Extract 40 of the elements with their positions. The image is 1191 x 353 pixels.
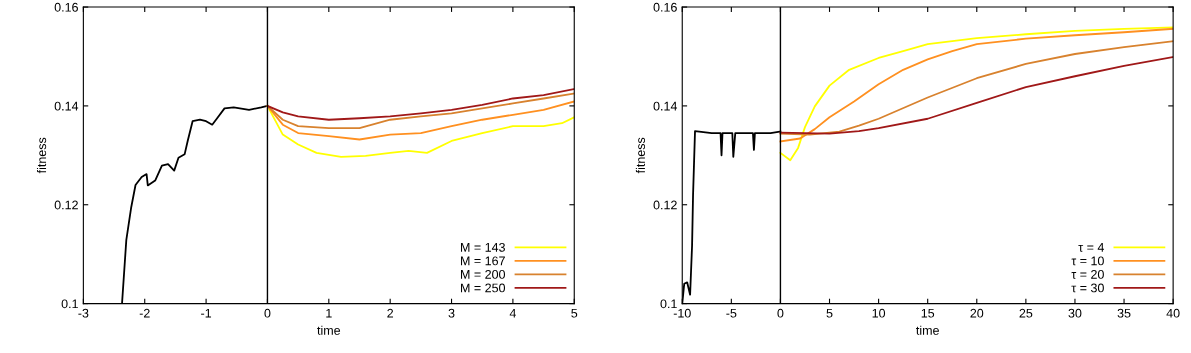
y-tick-label: 0.1 — [61, 299, 78, 309]
x-tick-label: -2 — [139, 308, 150, 318]
x-tick-label: 5 — [571, 308, 578, 318]
x-tick-label: 25 — [1019, 308, 1033, 318]
x-tick-label: 35 — [1117, 308, 1131, 318]
legend-label: M = 167 — [461, 256, 505, 266]
legend-label: M = 200 — [461, 269, 506, 279]
y-tick-label: 0.12 — [54, 200, 78, 210]
y-tick-label: 0.16 — [653, 2, 677, 12]
y-axis-title: fitness — [635, 137, 646, 174]
x-tick-label: 5 — [826, 308, 833, 318]
x-tick-label: 1 — [326, 308, 332, 318]
x-tick-label: 4 — [509, 308, 516, 318]
x-tick-label: 0 — [264, 308, 271, 318]
x-tick-label: 40 — [1166, 308, 1180, 318]
x-tick-label: 3 — [448, 308, 455, 318]
x-tick-label: -3 — [78, 308, 89, 318]
y-tick-label: 0.16 — [54, 2, 78, 12]
x-tick-label: -5 — [726, 308, 737, 318]
y-tick-label: 0.1 — [660, 299, 677, 309]
x-tick-label: 10 — [872, 308, 886, 318]
x-axis-title: time — [317, 325, 341, 335]
legend-label: τ = 20 — [1071, 269, 1104, 279]
y-tick-label: 0.12 — [653, 200, 677, 210]
x-tick-label: -1 — [201, 308, 212, 318]
legend-label: τ = 4 — [1078, 243, 1105, 252]
legend-label: τ = 10 — [1071, 256, 1104, 266]
y-axis-title: fitness — [36, 137, 47, 174]
legend-label: M = 143 — [461, 242, 505, 252]
legend-label: τ = 30 — [1071, 283, 1104, 293]
x-tick-label: -10 — [673, 308, 691, 318]
x-tick-label: 30 — [1068, 308, 1082, 318]
x-tick-label: 20 — [970, 308, 984, 318]
x-tick-label: 2 — [387, 308, 394, 318]
x-tick-label: 15 — [921, 308, 935, 318]
x-axis-title: time — [916, 325, 939, 335]
y-tick-label: 0.14 — [54, 101, 79, 111]
x-tick-label: 0 — [777, 308, 784, 318]
legend-label: M = 250 — [461, 283, 506, 293]
y-tick-label: 0.14 — [653, 101, 678, 111]
